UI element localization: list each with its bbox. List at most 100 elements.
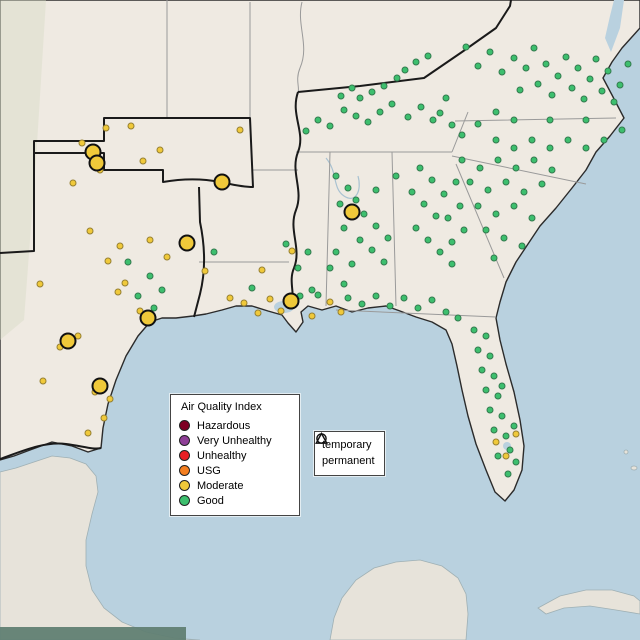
monitor-marker-good[interactable]: [332, 248, 340, 256]
monitor-marker-good[interactable]: [248, 284, 256, 292]
monitor-marker-good[interactable]: [530, 156, 538, 164]
monitor-marker-good[interactable]: [282, 240, 290, 248]
monitor-marker-good[interactable]: [302, 127, 310, 135]
monitor-marker-good[interactable]: [386, 302, 394, 310]
monitor-marker-good[interactable]: [401, 66, 409, 74]
monitor-marker-moderate[interactable]: [326, 298, 334, 306]
monitor-marker-good[interactable]: [528, 214, 536, 222]
monitor-marker-good[interactable]: [554, 72, 562, 80]
monitor-marker-good[interactable]: [340, 280, 348, 288]
monitor-marker-good[interactable]: [368, 88, 376, 96]
monitor-marker-good[interactable]: [510, 202, 518, 210]
monitor-marker-moderate[interactable]: [146, 236, 154, 244]
monitor-marker-good[interactable]: [510, 422, 518, 430]
monitor-marker-moderate[interactable]: [84, 429, 92, 437]
monitor-marker-good[interactable]: [492, 108, 500, 116]
monitor-marker-moderate[interactable]: [502, 452, 510, 460]
monitor-marker-good[interactable]: [458, 156, 466, 164]
monitor-marker-good[interactable]: [498, 412, 506, 420]
monitor-marker-moderate[interactable]: [116, 242, 124, 250]
monitor-marker-good[interactable]: [442, 94, 450, 102]
monitor-marker-good[interactable]: [360, 210, 368, 218]
monitor-marker-good[interactable]: [460, 226, 468, 234]
monitor-marker-good[interactable]: [486, 352, 494, 360]
monitor-marker-good[interactable]: [417, 103, 425, 111]
monitor-marker-temporary-moderate[interactable]: [88, 154, 106, 172]
monitor-marker-good[interactable]: [428, 176, 436, 184]
monitor-marker-good[interactable]: [414, 304, 422, 312]
monitor-marker-good[interactable]: [610, 98, 618, 106]
monitor-marker-temporary-moderate[interactable]: [343, 203, 361, 221]
monitor-marker-moderate[interactable]: [226, 294, 234, 302]
monitor-marker-moderate[interactable]: [277, 307, 285, 315]
monitor-marker-moderate[interactable]: [78, 139, 86, 147]
monitor-marker-moderate[interactable]: [288, 247, 296, 255]
monitor-marker-moderate[interactable]: [236, 126, 244, 134]
monitor-marker-good[interactable]: [429, 116, 437, 124]
monitor-marker-good[interactable]: [616, 81, 624, 89]
monitor-marker-good[interactable]: [432, 212, 440, 220]
monitor-marker-good[interactable]: [326, 264, 334, 272]
monitor-marker-good[interactable]: [358, 300, 366, 308]
monitor-marker-good[interactable]: [548, 166, 556, 174]
monitor-marker-good[interactable]: [586, 75, 594, 83]
monitor-marker-temporary-moderate[interactable]: [91, 377, 109, 395]
monitor-marker-good[interactable]: [542, 60, 550, 68]
monitor-marker-moderate[interactable]: [139, 157, 147, 165]
monitor-marker-good[interactable]: [510, 116, 518, 124]
monitor-marker-good[interactable]: [546, 116, 554, 124]
monitor-marker-good[interactable]: [510, 54, 518, 62]
monitor-marker-good[interactable]: [484, 186, 492, 194]
monitor-marker-good[interactable]: [504, 470, 512, 478]
monitor-marker-good[interactable]: [506, 446, 514, 454]
monitor-marker-temporary-moderate[interactable]: [59, 332, 77, 350]
monitor-marker-good[interactable]: [376, 108, 384, 116]
monitor-marker-good[interactable]: [146, 272, 154, 280]
monitor-marker-good[interactable]: [458, 131, 466, 139]
monitor-marker-good[interactable]: [384, 234, 392, 242]
monitor-marker-good[interactable]: [494, 392, 502, 400]
monitor-marker-moderate[interactable]: [106, 395, 114, 403]
monitor-marker-good[interactable]: [490, 372, 498, 380]
monitor-marker-good[interactable]: [580, 95, 588, 103]
monitor-marker-good[interactable]: [364, 118, 372, 126]
monitor-marker-good[interactable]: [470, 326, 478, 334]
monitor-marker-good[interactable]: [534, 80, 542, 88]
monitor-marker-good[interactable]: [486, 48, 494, 56]
monitor-marker-good[interactable]: [372, 186, 380, 194]
monitor-marker-good[interactable]: [502, 178, 510, 186]
monitor-marker-good[interactable]: [336, 200, 344, 208]
monitor-marker-moderate[interactable]: [201, 267, 209, 275]
monitor-marker-good[interactable]: [420, 200, 428, 208]
monitor-marker-moderate[interactable]: [266, 295, 274, 303]
monitor-marker-good[interactable]: [538, 180, 546, 188]
monitor-marker-moderate[interactable]: [102, 124, 110, 132]
monitor-marker-good[interactable]: [462, 43, 470, 51]
monitor-marker-moderate[interactable]: [114, 288, 122, 296]
monitor-marker-good[interactable]: [388, 100, 396, 108]
monitor-marker-good[interactable]: [492, 136, 500, 144]
monitor-marker-good[interactable]: [582, 144, 590, 152]
monitor-marker-good[interactable]: [624, 60, 632, 68]
monitor-marker-good[interactable]: [308, 286, 316, 294]
monitor-marker-good[interactable]: [337, 92, 345, 100]
monitor-marker-good[interactable]: [452, 178, 460, 186]
monitor-marker-good[interactable]: [352, 196, 360, 204]
monitor-marker-good[interactable]: [332, 172, 340, 180]
monitor-marker-good[interactable]: [548, 91, 556, 99]
monitor-marker-good[interactable]: [522, 64, 530, 72]
monitor-marker-good[interactable]: [512, 458, 520, 466]
monitor-marker-good[interactable]: [510, 144, 518, 152]
monitor-marker-good[interactable]: [372, 292, 380, 300]
monitor-marker-good[interactable]: [340, 224, 348, 232]
monitor-marker-good[interactable]: [344, 184, 352, 192]
monitor-marker-temporary-moderate[interactable]: [139, 309, 157, 327]
monitor-marker-good[interactable]: [546, 144, 554, 152]
monitor-marker-moderate[interactable]: [86, 227, 94, 235]
monitor-marker-good[interactable]: [393, 74, 401, 82]
monitor-marker-good[interactable]: [404, 113, 412, 121]
monitor-marker-moderate[interactable]: [39, 377, 47, 385]
monitor-marker-good[interactable]: [210, 248, 218, 256]
monitor-marker-good[interactable]: [412, 58, 420, 66]
